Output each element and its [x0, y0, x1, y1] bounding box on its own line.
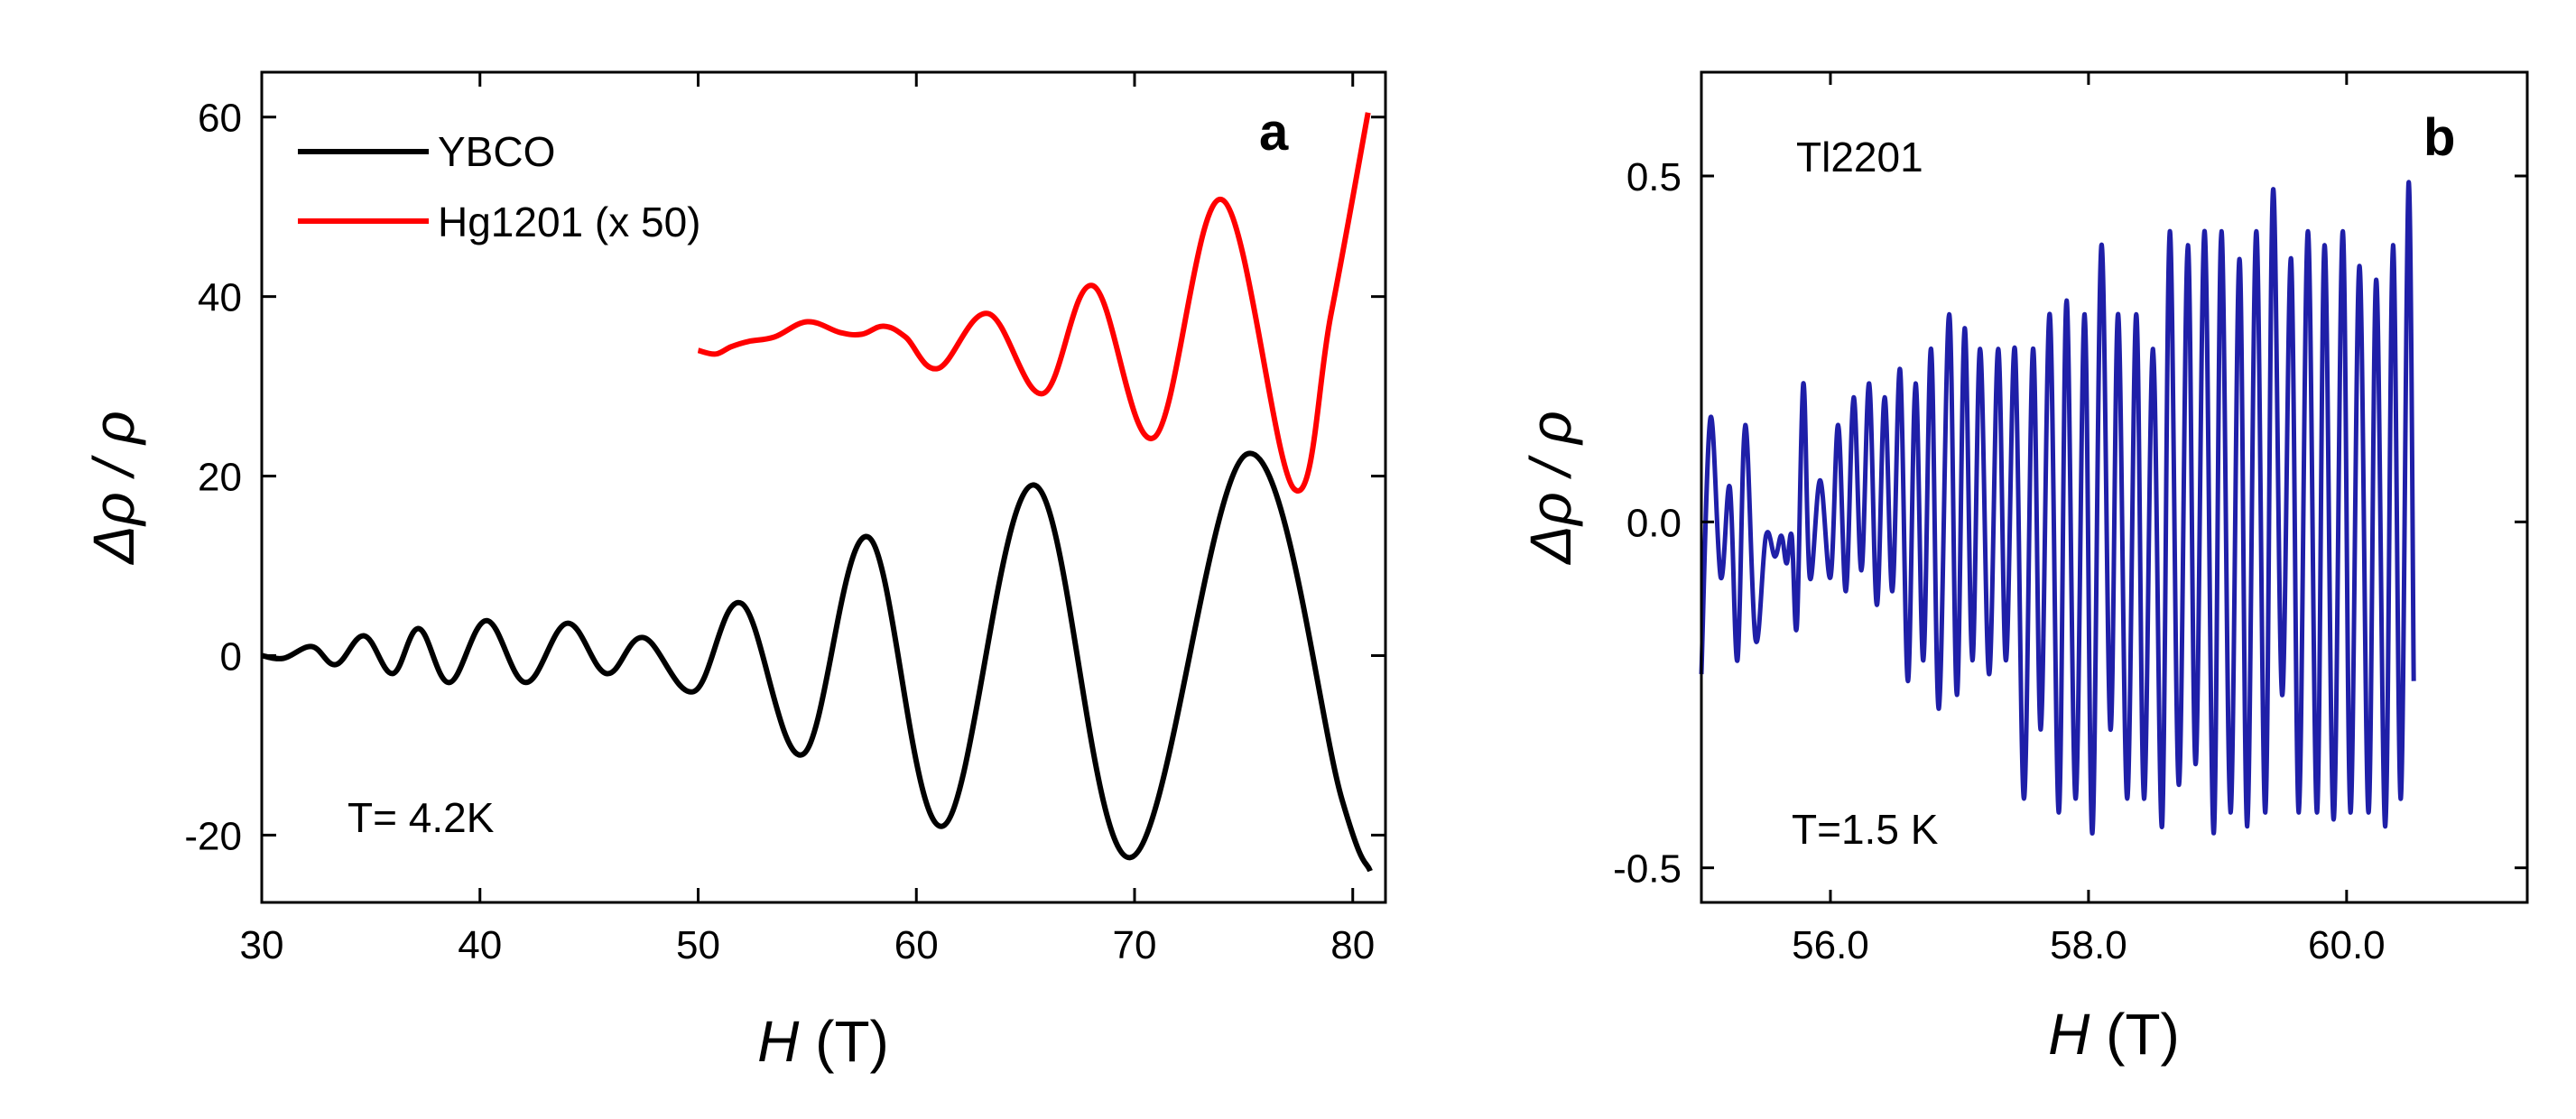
panel-b-frame	[1700, 70, 2529, 904]
panel-b-letter: b	[2423, 108, 2455, 167]
x-tick-label: 80	[1330, 923, 1375, 967]
panel-b-ylabel: Δρ / ρ	[1518, 411, 1583, 566]
x-tick-label: 60	[894, 923, 939, 967]
panel-a-frame	[260, 70, 1387, 904]
y-tick-label: 0.5	[1626, 155, 1682, 199]
panel-b-temperature: T=1.5 K	[1792, 806, 1939, 853]
tl2201-line	[1699, 180, 2416, 836]
y-tick-label: -20	[184, 814, 242, 858]
y-tick-label: 0.0	[1626, 501, 1682, 545]
panel-a: 30 40 50 60 70 80 -20 0 20 40 60 YBCO Hg1201 (x 50…	[81, 70, 1387, 1074]
x-tick-label: 70	[1113, 923, 1157, 967]
x-tick-label: 30	[240, 923, 284, 967]
x-tick-label: 56.0	[1792, 923, 1869, 967]
ybco-line	[261, 450, 1373, 873]
y-tick-label: 60	[198, 97, 242, 141]
panel-a-letter: a	[1259, 103, 1289, 162]
legend-ybco-label: YBCO	[438, 128, 555, 175]
legend-hg1201-label: Hg1201 (x 50)	[438, 199, 701, 245]
y-tick-label: 40	[198, 276, 242, 320]
panel-a-ylabel: Δρ / ρ	[81, 411, 146, 566]
panel-a-xlabel: H (T)	[757, 1009, 889, 1074]
panel-b: 56.0 58.0 60.0-0.50.00.5 b Tl2201 T=1.5 K …	[1518, 70, 2529, 1067]
panel-a-temperature: T= 4.2K	[347, 794, 495, 841]
hg1201-line	[697, 112, 1371, 494]
panel-a-legend: YBCO Hg1201 (x 50)	[298, 128, 701, 245]
x-tick-label: 50	[676, 923, 720, 967]
x-tick-label: 60.0	[2308, 923, 2386, 967]
x-tick-label: 58.0	[2050, 923, 2127, 967]
y-tick-label: 20	[198, 456, 242, 500]
y-tick-label: -0.5	[1613, 847, 1682, 892]
panel-b-xlabel: H (T)	[2048, 1002, 2180, 1067]
y-tick-label: 0	[220, 634, 242, 679]
x-tick-label: 40	[458, 923, 502, 967]
panel-b-sample: Tl2201	[1796, 134, 1923, 180]
